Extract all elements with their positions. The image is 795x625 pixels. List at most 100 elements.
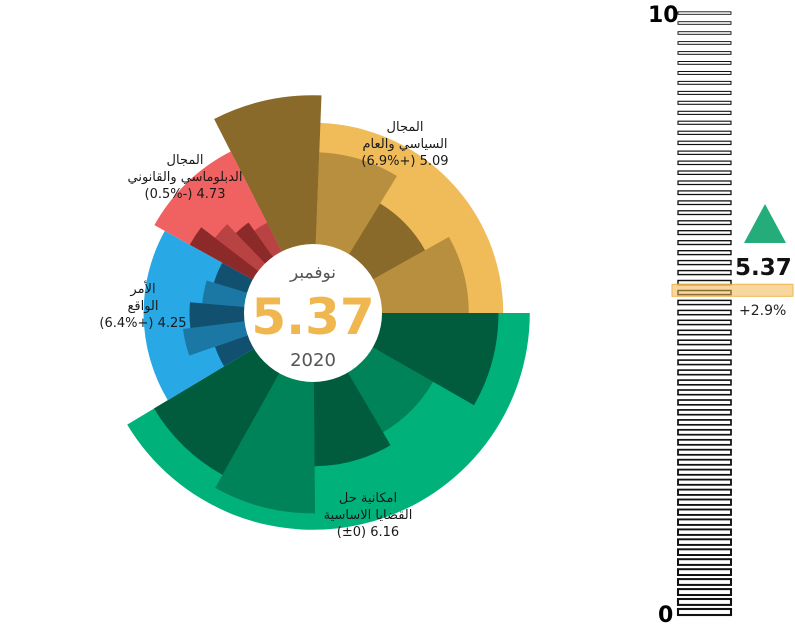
segment-1-sub-bar-4 [368, 236, 469, 313]
segment-4-label-line-1: المجال [167, 153, 204, 168]
gauge-tick-5 [677, 558, 732, 566]
vertical-gauge [671, 11, 794, 617]
segment-1-label-line-1: المجال [387, 120, 424, 135]
segment-2-label-line-1: امكانية حل [339, 491, 397, 506]
gauge-tick-3 [676, 578, 733, 586]
trend-up-icon [744, 204, 786, 243]
radial-segments [127, 95, 530, 530]
gauge-tick-55 [677, 61, 732, 65]
gauge-tick-30 [677, 309, 732, 316]
gauge-tick-38 [677, 230, 732, 236]
gauge-tick-13 [677, 478, 732, 486]
gauge-tick-2 [676, 588, 733, 597]
segment-3-sub-bar-2 [183, 320, 253, 356]
gauge-current-value: 5.37 [735, 255, 792, 281]
gauge-tick-35 [677, 259, 732, 266]
gauge-tick-15 [677, 458, 732, 466]
gauge-tick-18 [677, 428, 732, 436]
gauge-tick-25 [677, 359, 732, 366]
gauge-tick-20 [677, 409, 732, 416]
segment-2-sub-bar-5 [154, 346, 282, 475]
gauge-tick-4 [676, 568, 733, 577]
gauge-tick-45 [677, 160, 732, 166]
gauge-tick-6 [677, 548, 732, 556]
gauge-current-marker [671, 283, 794, 297]
gauge-tick-43 [677, 180, 732, 186]
gauge-tick-12 [677, 488, 732, 496]
gauge-min-label: 0 [658, 603, 673, 625]
gauge-tick-19 [677, 419, 732, 426]
gauge-tick-44 [677, 170, 732, 176]
segment-2-sub-bar-2 [345, 344, 434, 433]
segment-4-sub-bar-4 [254, 222, 284, 261]
segment-2-sub-bar-4 [215, 368, 316, 514]
gauge-tick-31 [677, 299, 732, 306]
segment-1-sub-bar-1 [214, 95, 322, 256]
center-month: نوفمبر [289, 263, 336, 283]
gauge-tick-52 [677, 90, 732, 95]
gauge-tick-58 [677, 31, 732, 35]
segment-4-sub-bar-1 [189, 227, 263, 282]
segment-1-sub-bar-3 [346, 203, 426, 282]
segment-2-label-line-2: القضايا الاساسية [324, 508, 413, 523]
gauge-tick-24 [677, 369, 732, 376]
segment-1-sub-bar-2 [315, 152, 397, 259]
segment-1-label-line-2: السياسي والعام [362, 137, 447, 152]
gauge-tick-29 [677, 319, 732, 326]
gauge-tick-53 [677, 80, 732, 85]
segment-3-label-line-1: الأمر [129, 280, 155, 297]
gauge-tick-37 [677, 240, 732, 246]
gauge-tick-26 [677, 349, 732, 356]
center-value: 5.37 [251, 288, 374, 346]
segment-1-label-line-3: 5.09 (+6.9%) [361, 154, 448, 169]
segment-3-sub-bar-5 [213, 262, 257, 295]
gauge-tick-28 [677, 329, 732, 336]
gauge-tick-1 [676, 597, 733, 606]
segment-2-label-line-3: 6.16 (±0) [337, 525, 399, 540]
segment-2-sub-bar-1 [368, 313, 499, 406]
gauge-tick-21 [677, 399, 732, 406]
gauge-tick-49 [677, 120, 732, 125]
gauge-tick-27 [677, 339, 732, 346]
segment-3-label-line-2: الواقع [127, 299, 158, 314]
gauge-tick-54 [677, 70, 732, 75]
gauge-tick-51 [677, 100, 732, 105]
gauge-tick-42 [677, 190, 732, 196]
center-year: 2020 [290, 350, 336, 371]
gauge-change: +2.9% [739, 303, 786, 319]
gauge-tick-56 [677, 51, 732, 55]
gauge-tick-16 [677, 448, 732, 456]
segment-3-sub-bar-3 [189, 302, 250, 329]
gauge-tick-11 [677, 498, 732, 506]
gauge-tick-14 [677, 468, 732, 476]
gauge-tick-22 [677, 389, 732, 396]
gauge-tick-0 [676, 607, 733, 617]
segment-3-sub-bar-1 [215, 333, 259, 367]
segment-4-sub-bar-2 [215, 224, 269, 274]
segment-3-sub-bar-4 [202, 280, 252, 308]
gauge-tick-17 [677, 438, 732, 446]
gauge-tick-48 [677, 130, 732, 135]
gauge-tick-9 [677, 518, 732, 526]
gauge-tick-57 [677, 41, 732, 45]
segment-4-label-line-3: 4.73 (-0.5%) [145, 187, 226, 202]
gauge-tick-47 [677, 140, 732, 146]
gauge-tick-59 [677, 21, 732, 25]
gauge-tick-8 [677, 528, 732, 536]
gauge-tick-50 [677, 110, 732, 115]
gauge-tick-34 [677, 269, 732, 276]
gauge-tick-41 [677, 200, 732, 206]
segment-3-label-line-3: 4.25 (+6.4%) [99, 316, 186, 331]
segment-4-sub-bar-3 [235, 222, 276, 267]
center-disc [244, 244, 382, 382]
gauge-tick-7 [677, 538, 732, 546]
gauge-tick-39 [677, 220, 732, 226]
gauge-tick-10 [677, 508, 732, 516]
gauge-tick-23 [677, 379, 732, 386]
gauge-tick-60 [677, 11, 732, 15]
segment-labels: المجال السياسي والعام 5.09 (+6.9%) امكانية … [99, 120, 448, 540]
gauge-tick-36 [677, 250, 732, 256]
gauge-tick-40 [677, 210, 732, 216]
gauge-max-label: 10 [648, 3, 679, 28]
